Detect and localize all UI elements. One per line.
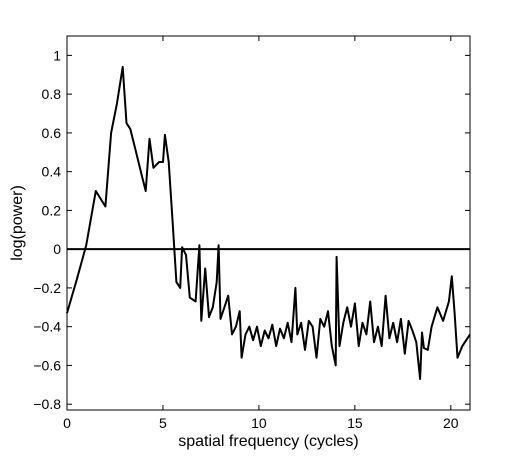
y-tick-label: −0.4 bbox=[33, 319, 61, 335]
x-tick-label: 20 bbox=[443, 415, 459, 431]
y-tick-label: 0.8 bbox=[42, 86, 62, 102]
y-tick-label: 0 bbox=[53, 241, 61, 257]
y-tick-label: 0.2 bbox=[42, 202, 62, 218]
tick-labels: 0 5 10 15 20 −0.8 −0.6 −0.4 −0.2 0 0.2 0.4 0.6 0.8 1 bbox=[33, 47, 458, 431]
plot-area bbox=[66, 35, 471, 411]
x-axis-label: spatial frequency (cycles) bbox=[178, 433, 359, 450]
x-tick-label: 0 bbox=[63, 415, 71, 431]
y-tick-label: 0.4 bbox=[42, 164, 62, 180]
y-tick-label: −0.8 bbox=[33, 396, 61, 412]
x-tick-label: 10 bbox=[251, 415, 267, 431]
x-tick-label: 5 bbox=[159, 415, 167, 431]
y-tick-label: −0.2 bbox=[33, 280, 61, 296]
ticks bbox=[66, 36, 470, 410]
series-line bbox=[66, 66, 471, 380]
y-tick-label: 1 bbox=[53, 47, 61, 63]
x-tick-label: 15 bbox=[347, 415, 363, 431]
y-tick-label: 0.6 bbox=[42, 125, 62, 141]
y-axis-label: log(power) bbox=[9, 185, 26, 261]
y-tick-label: −0.6 bbox=[33, 357, 61, 373]
